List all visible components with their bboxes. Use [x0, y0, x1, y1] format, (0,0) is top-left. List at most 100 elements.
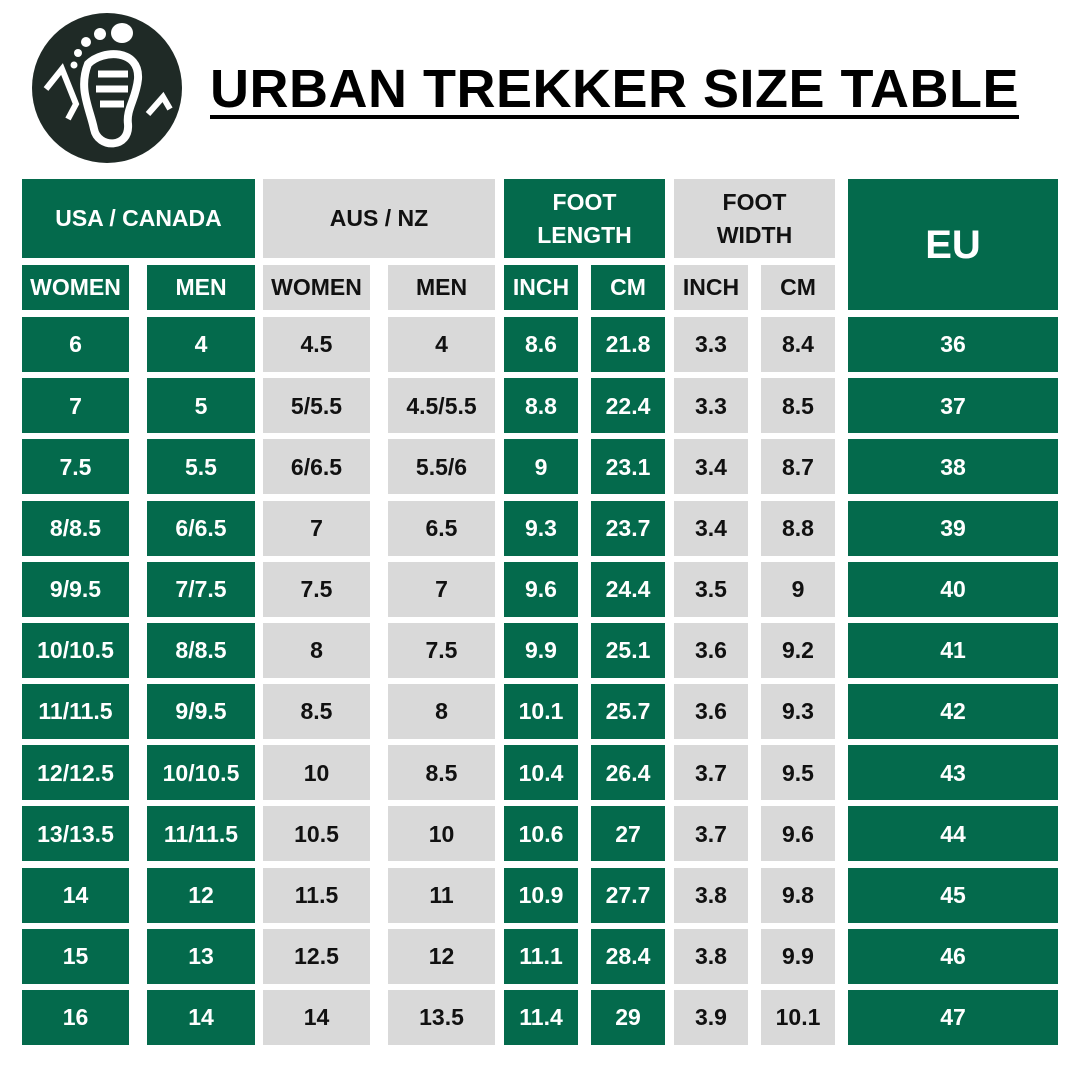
table-cell-text: 43	[940, 759, 966, 786]
table-cell-text: 9/9.5	[175, 698, 227, 725]
table-cell: 9	[761, 561, 835, 617]
subheader-text: INCH	[682, 274, 740, 301]
table-cell-text: 10	[303, 759, 330, 786]
table-cell: 8/8.5	[147, 622, 255, 678]
table-cell: 9.6	[761, 806, 835, 862]
table-cell-text: 36	[940, 331, 966, 358]
table-cell-text: 10.5	[294, 820, 339, 847]
table-cell: 10	[263, 745, 370, 801]
table-cell: 3.6	[674, 622, 748, 678]
group-header-text: AUS / NZ	[329, 205, 429, 232]
table-cell-text: 3.3	[695, 392, 727, 419]
table-cell: 26.4	[591, 745, 665, 801]
table-cell-text: 13	[188, 943, 214, 970]
table-cell: 10.6	[504, 806, 578, 862]
table-cell: 45	[848, 867, 1058, 923]
table-cell: 13/13.5	[22, 806, 129, 862]
table-cell: 11	[388, 867, 495, 923]
logo	[32, 13, 182, 163]
subheader-text: MEN	[175, 274, 227, 301]
table-cell-text: 37	[940, 392, 966, 419]
table-cell-text: 7	[310, 514, 323, 541]
table-cell-text: 11.1	[519, 943, 563, 970]
table-cell: 12/12.5	[22, 745, 129, 801]
table-cell-text: 3.7	[695, 759, 727, 786]
subheader: MEN	[147, 265, 255, 310]
table-cell-text: 42	[940, 698, 966, 725]
table-cell: 40	[848, 561, 1058, 617]
table-cell-text: 11	[429, 882, 454, 909]
table-cell: 8.4	[761, 317, 835, 372]
table-cell: 39	[848, 500, 1058, 556]
group-header: USA / CANADA	[22, 179, 255, 258]
table-cell-text: 46	[940, 943, 966, 970]
table-cell-text: 3.8	[695, 943, 727, 970]
table-cell: 9.9	[504, 622, 578, 678]
group-header: AUS / NZ	[263, 179, 495, 258]
table-cell-text: 27	[615, 820, 641, 847]
table-cell-text: 13/13.5	[37, 820, 114, 847]
table-cell-text: 3.4	[695, 453, 727, 480]
table-cell: 9.6	[504, 561, 578, 617]
group-header-text: EU	[925, 222, 981, 267]
table-cell: 27	[591, 806, 665, 862]
table-cell: 6	[22, 317, 129, 372]
table-cell: 8	[388, 684, 495, 740]
table-cell: 8.6	[504, 317, 578, 372]
table-cell: 8.8	[761, 500, 835, 556]
table-cell-text: 3.4	[695, 514, 727, 541]
table-cell: 3.3	[674, 378, 748, 434]
table-cell: 3.4	[674, 439, 748, 495]
table-cell-text: 12	[188, 882, 214, 909]
table-cell: 42	[848, 684, 1058, 740]
table-cell-text: 25.1	[605, 637, 651, 664]
subheader-text: MEN	[415, 274, 468, 301]
table-cell-text: 41	[940, 637, 966, 664]
table-cell: 10.1	[504, 684, 578, 740]
table-cell: 4.5	[263, 317, 370, 372]
table-cell-text: 8.5	[782, 392, 814, 419]
table-cell-text: 25.7	[605, 698, 651, 725]
table-cell-text: 6.5	[425, 514, 458, 541]
table-cell: 8.5	[388, 745, 495, 801]
table-cell-text: 39	[940, 514, 966, 541]
table-cell: 4	[388, 317, 495, 372]
table-cell: 11.1	[504, 928, 578, 984]
table-cell-text: 13.5	[419, 1004, 464, 1031]
subheader-text: WOMEN	[271, 274, 362, 301]
table-cell: 27.7	[591, 867, 665, 923]
table-cell: 7.5	[388, 622, 495, 678]
table-cell-text: 9	[534, 453, 548, 480]
table-cell: 3.3	[674, 317, 748, 372]
table-cell-text: 8.8	[782, 514, 814, 541]
table-cell-text: 15	[62, 943, 89, 970]
group-header: EU	[848, 179, 1058, 310]
table-cell: 9.2	[761, 622, 835, 678]
table-cell-text: 7/7.5	[175, 576, 227, 603]
table-cell: 9.3	[504, 500, 578, 556]
table-cell-text: 10.1	[775, 1004, 821, 1031]
subheader: CM	[761, 265, 835, 310]
table-cell: 47	[848, 990, 1058, 1045]
table-cell-text: 47	[940, 1004, 966, 1031]
table-cell: 25.7	[591, 684, 665, 740]
table-cell: 10.5	[263, 806, 370, 862]
table-cell-text: 3.8	[695, 882, 727, 909]
subheader: WOMEN	[22, 265, 129, 310]
table-cell-text: 9.9	[525, 637, 557, 664]
table-cell: 9/9.5	[22, 561, 129, 617]
table-cell: 10.4	[504, 745, 578, 801]
table-cell-text: 4	[194, 331, 208, 358]
table-cell: 22.4	[591, 378, 665, 434]
table-cell: 6.5	[388, 500, 495, 556]
table-cell-text: 3.5	[695, 576, 727, 603]
subheader-text: CM	[780, 274, 816, 301]
table-cell-text: 11.4	[519, 1004, 563, 1031]
table-cell: 10/10.5	[147, 745, 255, 801]
subheader: INCH	[674, 265, 748, 310]
table-cell-text: 24.4	[605, 576, 651, 603]
table-cell: 11.5	[263, 867, 370, 923]
table-cell-text: 9.9	[782, 943, 814, 970]
table-cell: 5	[147, 378, 255, 434]
